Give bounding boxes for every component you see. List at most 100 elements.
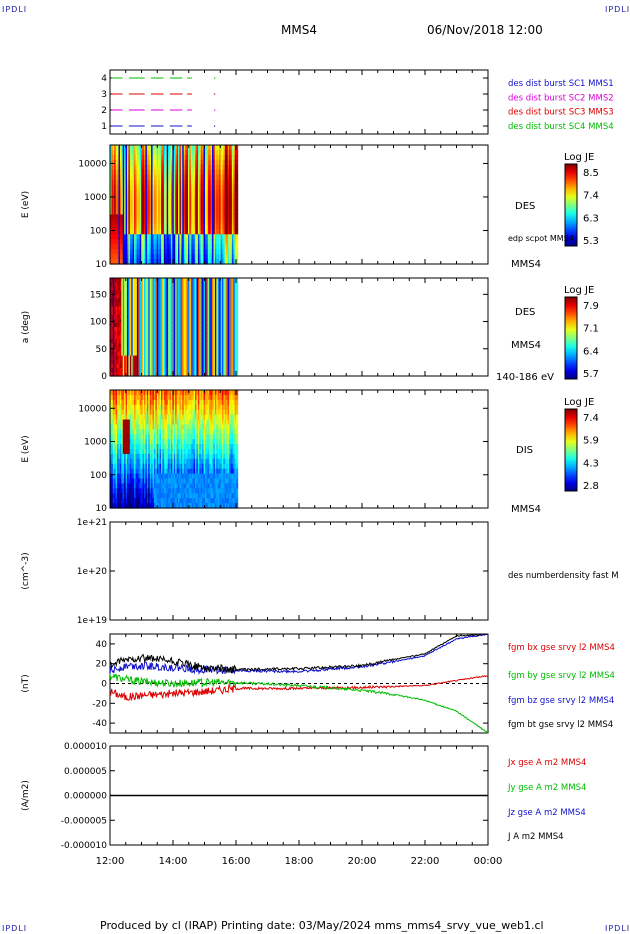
spectrogram-cell — [146, 363, 149, 369]
spectrogram-cell — [122, 189, 125, 196]
spectrogram-cell — [230, 209, 233, 216]
spectrogram-cell — [210, 179, 213, 186]
spectrogram-cell — [138, 306, 141, 312]
spectrogram-cell — [110, 449, 113, 455]
spectrogram-cell — [165, 314, 168, 320]
spectrogram-cell — [234, 229, 237, 235]
spectrogram-cell — [223, 339, 226, 344]
spectrogram-cell — [217, 343, 220, 349]
spectrogram-cell — [195, 367, 198, 373]
corner-logo-bl: IPDLI — [2, 924, 28, 933]
spectrogram-cell — [141, 351, 144, 357]
spectrogram-cell — [149, 179, 152, 186]
spectrogram-cell — [144, 149, 147, 156]
spectrogram-cell — [142, 199, 145, 206]
spectrogram-cell — [132, 306, 135, 312]
spectrogram-cell — [221, 343, 224, 349]
spectrogram-cell — [217, 229, 220, 235]
spectrogram-cell — [111, 347, 114, 353]
spectrogram-cell — [195, 164, 198, 171]
spectrogram-cell — [148, 363, 151, 369]
spectrogram-cell — [135, 351, 138, 357]
spectrogram-cell — [125, 174, 128, 181]
spectrogram-cell — [121, 174, 124, 181]
spectrogram-cell — [112, 429, 115, 435]
spectrogram-cell — [149, 214, 152, 220]
spectrogram-cell — [145, 145, 148, 151]
spectrogram-cell — [233, 169, 236, 176]
spectrogram-cell — [182, 184, 185, 191]
spectrogram-cell — [139, 314, 142, 320]
spectrogram-cell — [212, 327, 215, 332]
spectrogram-cell — [195, 224, 198, 230]
spectrogram-cell — [176, 290, 179, 295]
spectrogram-cell — [212, 306, 215, 312]
spectrogram-cell — [163, 314, 166, 320]
spectrogram-cell — [204, 282, 207, 287]
spectrogram-cell — [163, 169, 166, 176]
spectrogram-cell — [110, 404, 113, 411]
spectrogram-cell — [234, 189, 237, 196]
spectrogram-cell — [207, 371, 210, 377]
spectrogram-cell — [202, 314, 205, 320]
spectrogram-cell — [195, 347, 198, 353]
spectrogram-cell — [119, 239, 122, 245]
spectrogram-cell — [202, 282, 205, 287]
spectrogram-cell — [236, 290, 239, 295]
spectrogram-cell — [209, 347, 212, 353]
spectrogram-cell — [230, 351, 233, 357]
spectrogram-cell — [146, 229, 149, 235]
spectrogram-cell — [179, 327, 182, 332]
spectrogram-cell — [180, 294, 183, 300]
spectrogram-cell — [196, 302, 199, 308]
spectrogram-cell — [169, 229, 172, 235]
spectrogram-cell — [166, 343, 169, 349]
spectrogram-cell — [156, 229, 159, 235]
spectrogram-cell — [162, 154, 165, 161]
spectrogram-cell — [115, 335, 118, 340]
spectrogram-cell — [189, 286, 192, 291]
spectrogram-cell — [146, 149, 149, 156]
spectrogram-cell — [219, 290, 222, 295]
spectrogram-cell — [124, 434, 127, 440]
spectrogram-cell — [189, 331, 192, 336]
spectrogram-cell — [117, 298, 120, 304]
spectrogram-cell — [206, 169, 209, 176]
spectrogram-cell — [196, 239, 199, 245]
spectrogram-cell — [111, 219, 114, 225]
spectrogram-cell — [129, 229, 132, 235]
spectrogram-cell — [214, 290, 217, 295]
spectrogram-cell — [165, 282, 168, 287]
spectrogram-cell — [213, 224, 216, 230]
spectrogram-cell — [229, 154, 232, 161]
spectrogram-cell — [234, 327, 237, 332]
spectrogram-cell — [179, 184, 182, 191]
spectrogram-cell — [169, 278, 172, 283]
spectrogram-cell — [127, 339, 130, 344]
spectrogram-cell — [213, 318, 216, 324]
spectrogram-cell — [187, 286, 190, 291]
spectrogram-cell — [131, 234, 134, 240]
spectrogram-cell — [163, 282, 166, 287]
spectrogram-cell — [226, 174, 229, 181]
spectrogram-cell — [159, 310, 162, 316]
spectrogram-cell — [202, 355, 205, 361]
spectrogram-cell — [172, 367, 175, 373]
spectrogram-cell — [115, 458, 118, 465]
spectrogram-cell — [170, 259, 173, 265]
spectrogram-cell — [114, 249, 117, 255]
spectrogram-cell — [112, 503, 115, 509]
spectrogram-cell — [125, 145, 128, 151]
spectrogram-cell — [121, 473, 124, 480]
spectrogram-cell — [141, 145, 144, 151]
spectrogram-cell — [144, 347, 147, 353]
spectrogram-cell — [162, 363, 165, 369]
spectrogram-cell — [236, 179, 239, 186]
spectrogram-cell — [207, 327, 210, 332]
spectrogram-cell — [180, 234, 183, 240]
spectrogram-cell — [114, 439, 117, 445]
spectrogram-cell — [118, 339, 121, 344]
spectrogram-cell — [178, 351, 181, 357]
spectrogram-cell — [128, 174, 131, 181]
spectrogram-cell — [127, 488, 130, 494]
